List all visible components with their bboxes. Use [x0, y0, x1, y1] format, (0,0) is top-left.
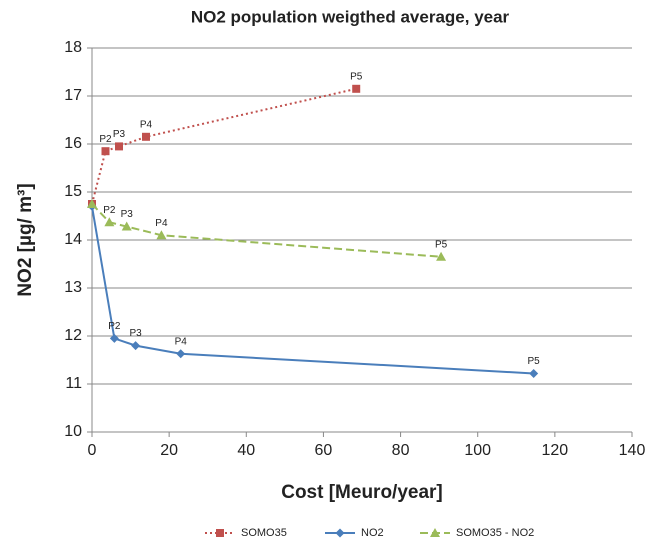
point-label: P3	[121, 209, 134, 220]
x-tick-label: 40	[237, 442, 255, 459]
y-tick-label: 15	[64, 183, 82, 200]
y-tick-label: 13	[64, 279, 82, 296]
marker	[430, 528, 440, 537]
point-label: P4	[140, 119, 153, 130]
y-tick-label: 18	[64, 39, 82, 56]
point-label: P3	[129, 328, 142, 339]
legend-label: SOMO35 - NO2	[456, 527, 534, 539]
point-label: P2	[108, 321, 121, 332]
x-tick-label: 60	[315, 442, 333, 459]
legend-label: NO2	[361, 527, 384, 539]
point-label: P5	[528, 356, 541, 367]
point-label: P4	[155, 218, 168, 229]
x-tick-label: 80	[392, 442, 410, 459]
point-label: P2	[103, 205, 116, 216]
series-line	[91, 203, 442, 258]
marker	[529, 368, 539, 378]
point-label: P2	[99, 134, 112, 145]
marker	[121, 221, 132, 231]
marker	[352, 84, 361, 93]
x-tick-label: 140	[619, 442, 646, 459]
y-tick-label: 10	[64, 423, 82, 440]
y-axis-title: NO2 [µg/ m³]	[15, 183, 36, 296]
series-line	[91, 87, 357, 205]
y-tick-label: 14	[64, 231, 82, 248]
marker	[156, 230, 167, 240]
x-tick-label: 20	[160, 442, 178, 459]
marker	[115, 142, 123, 151]
y-tick-label: 12	[64, 327, 82, 344]
point-label: P3	[113, 129, 126, 140]
point-label: P5	[350, 71, 363, 82]
marker	[335, 528, 345, 538]
marker	[109, 333, 119, 343]
marker	[176, 349, 186, 359]
marker	[436, 251, 447, 261]
x-axis-title: Cost [Meuro/year]	[281, 482, 443, 503]
series-line	[91, 206, 534, 375]
marker	[87, 199, 97, 208]
marker	[216, 529, 224, 537]
point-label: P5	[435, 239, 448, 250]
x-tick-label: 100	[464, 442, 491, 459]
legend-label: SOMO35	[241, 527, 287, 539]
x-tick-label: 120	[542, 442, 569, 459]
y-tick-label: 11	[65, 375, 82, 392]
x-tick-label: 0	[88, 442, 97, 459]
marker	[101, 147, 110, 156]
marker	[104, 217, 115, 227]
marker	[142, 132, 150, 141]
chart-title: NO2 population weigthed average, year	[191, 7, 510, 26]
point-label: P4	[175, 336, 188, 347]
y-tick-label: 17	[64, 87, 82, 104]
y-tick-label: 16	[64, 135, 82, 152]
marker	[131, 341, 141, 351]
